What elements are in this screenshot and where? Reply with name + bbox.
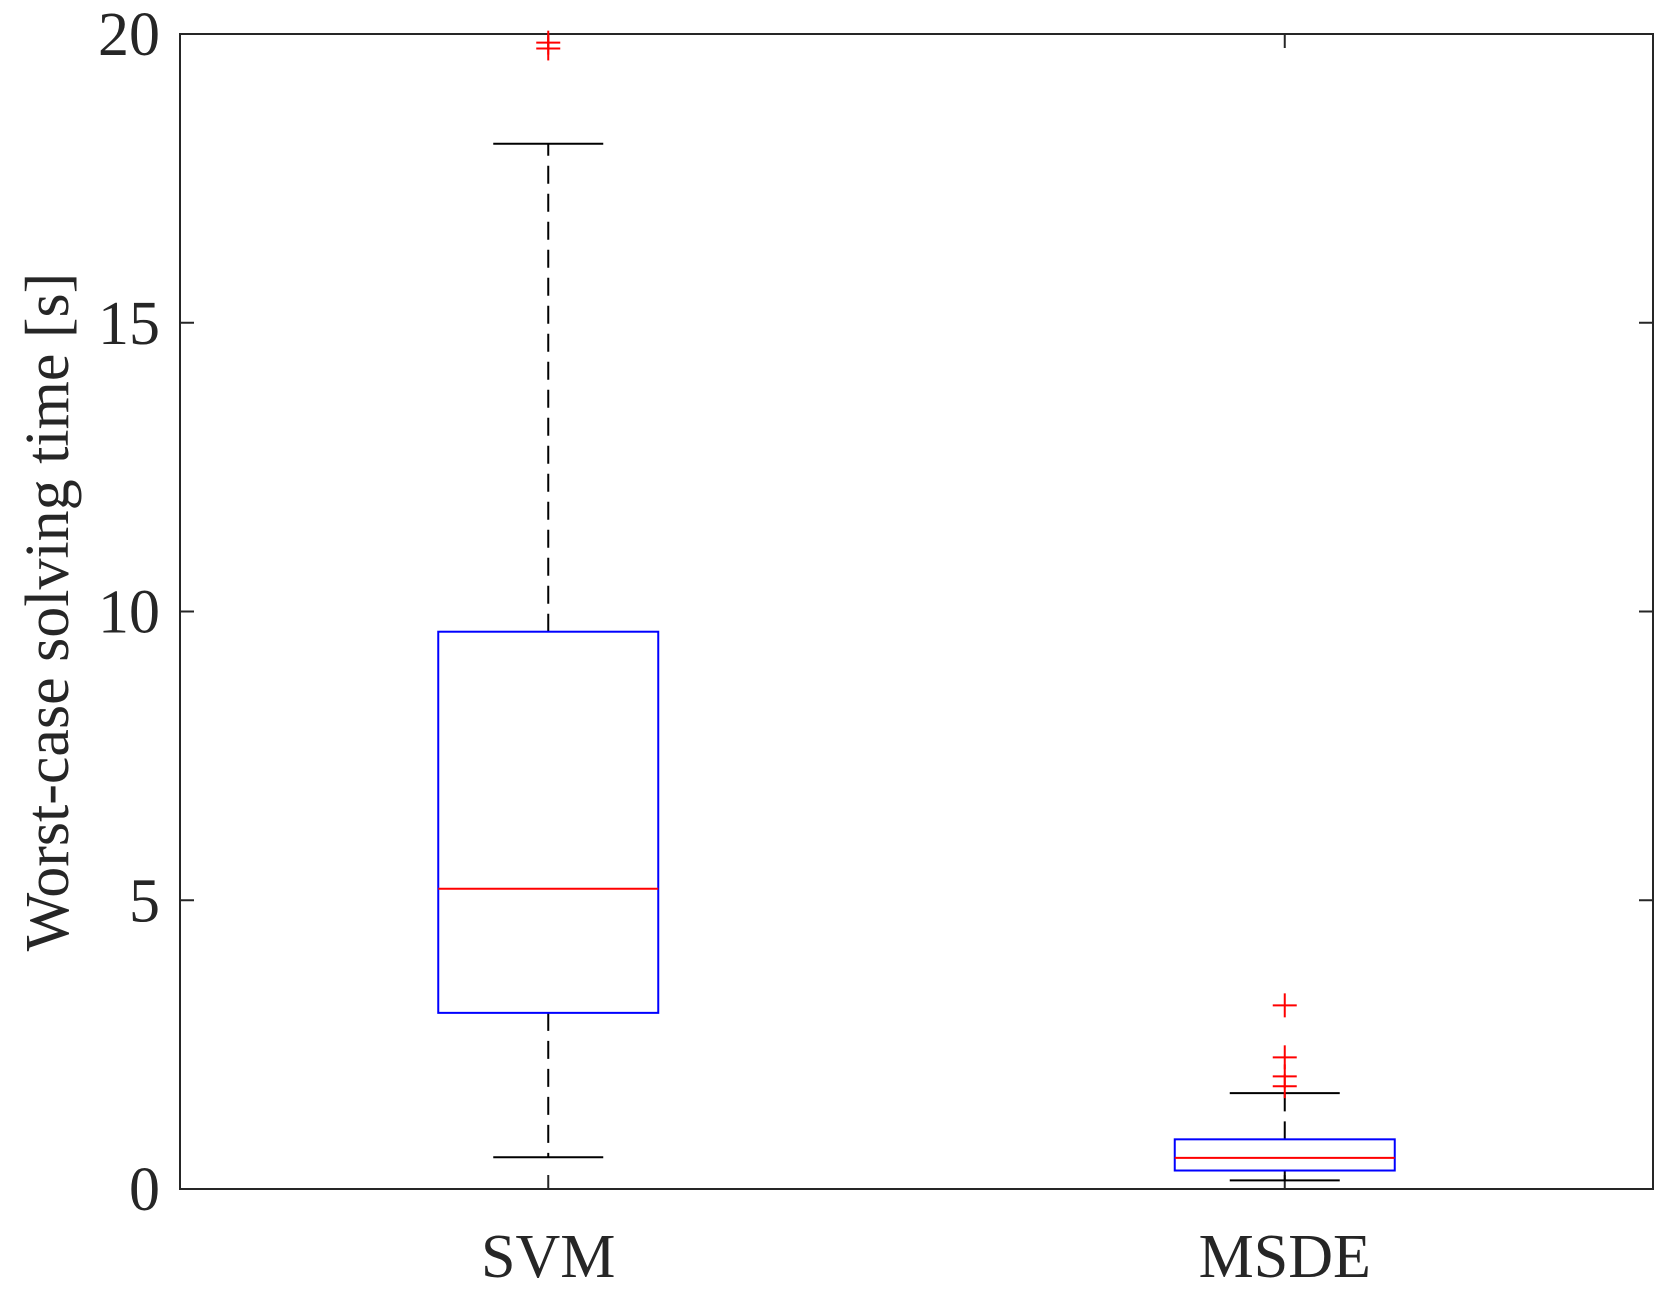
box-group-msde <box>1173 993 1396 1182</box>
x-category-label: SVM <box>481 1223 615 1291</box>
outlier-marker <box>536 30 561 55</box>
plot-background <box>180 34 1653 1189</box>
y-tick-label: 5 <box>129 867 160 935</box>
x-category-label: MSDE <box>1199 1223 1371 1291</box>
iqr-box <box>1173 1138 1396 1172</box>
axes-layer: 0 5 10 15 20 SVM MSDE <box>98 1 1654 1291</box>
iqr-box <box>437 630 660 1014</box>
y-tick-label: 20 <box>98 1 160 69</box>
boxes-layer <box>437 30 1396 1182</box>
y-axis-label: Worst-case solving time [s] <box>14 273 82 952</box>
y-tick-label: 15 <box>98 290 160 358</box>
y-tick-label: 0 <box>129 1156 160 1224</box>
y-tick-label: 10 <box>98 579 160 647</box>
outlier-marker <box>1272 1045 1297 1070</box>
box-group-svm <box>437 30 660 1159</box>
outlier-marker <box>1272 993 1297 1018</box>
